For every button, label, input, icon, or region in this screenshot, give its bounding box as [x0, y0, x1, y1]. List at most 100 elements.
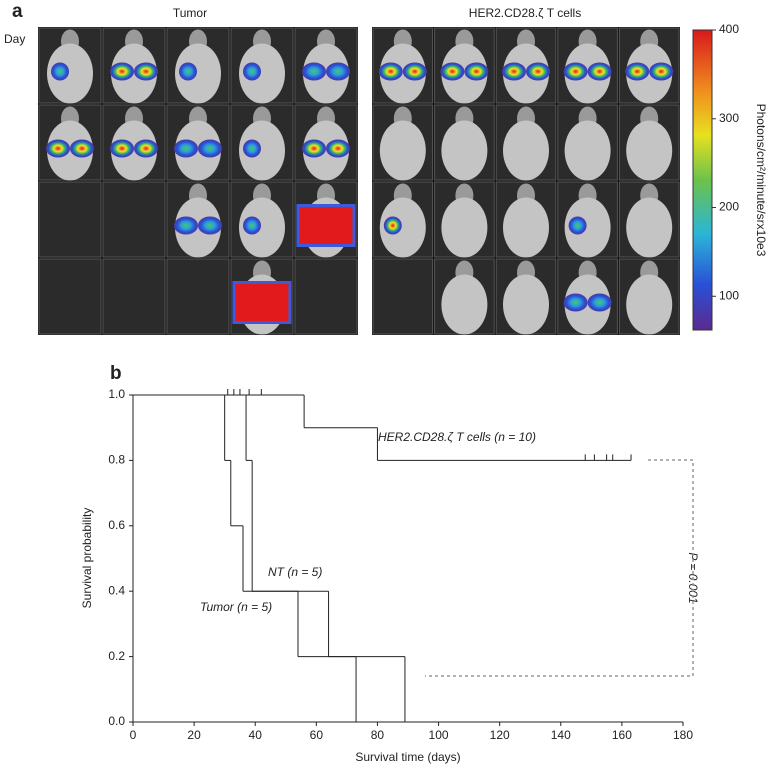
signal: [179, 62, 197, 81]
signal: [464, 62, 489, 81]
column-title: Tumor: [173, 6, 207, 20]
mouse-body: [441, 43, 488, 104]
x-tick-label: 40: [249, 728, 263, 742]
mouse-body: [239, 43, 285, 104]
colorbar-tick-label: 400: [719, 22, 739, 36]
mouse-body: [441, 120, 488, 181]
signal: [302, 139, 326, 158]
mouse-body: [47, 120, 93, 181]
mouse-body: [379, 120, 426, 181]
mouse-body: [626, 43, 673, 104]
colorbar-tick-label: 200: [719, 200, 739, 214]
mouse-body: [239, 197, 285, 258]
mouse-body: [441, 197, 488, 258]
signal: [326, 139, 350, 158]
signal: [568, 216, 587, 235]
day-header: Day: [4, 32, 25, 46]
mouse-body: [303, 43, 349, 104]
mouse-body: [626, 120, 673, 181]
signal: [440, 62, 465, 81]
panel-label: b: [110, 363, 122, 384]
colorbar-label: Photons/cm²/minute/srx10e3: [754, 104, 768, 257]
x-tick-label: 60: [310, 728, 324, 742]
mouse-body: [564, 120, 611, 181]
y-axis-title: Survival probability: [80, 508, 94, 609]
image-cell: [372, 258, 434, 335]
panel-label: a: [12, 1, 23, 22]
series-label: HER2.CD28.ζ T cells (n = 10): [378, 430, 536, 444]
y-tick-label: 1.0: [108, 387, 125, 401]
colorbar-tick-label: 100: [719, 288, 739, 302]
x-axis-title: Survival time (days): [355, 750, 460, 764]
signal: [563, 293, 588, 312]
signal: [51, 62, 69, 81]
signal: [243, 62, 261, 81]
mouse-body: [379, 197, 426, 258]
signal: [526, 62, 550, 81]
signal: [326, 62, 350, 81]
signal: [296, 204, 356, 247]
signal: [302, 62, 326, 81]
mouse-body: [564, 274, 611, 335]
signal: [134, 139, 158, 158]
signal: [563, 62, 588, 81]
signal: [198, 139, 222, 158]
image-cell: [38, 258, 102, 335]
signal: [232, 281, 292, 324]
mouse-body: [503, 197, 549, 258]
p-bracket: [425, 459, 694, 677]
mouse-body: [503, 43, 549, 104]
x-tick-label: 80: [371, 728, 385, 742]
signal: [649, 62, 674, 81]
signal: [110, 62, 134, 81]
signal: [383, 216, 402, 235]
mouse-body: [626, 274, 673, 335]
y-tick-label: 0.2: [108, 649, 125, 663]
signal: [134, 62, 158, 81]
signal: [70, 139, 94, 158]
mouse-body: [239, 120, 285, 181]
signal: [243, 139, 261, 158]
mouse-body: [111, 120, 157, 181]
mouse-body: [503, 120, 549, 181]
x-tick-label: 180: [673, 728, 693, 742]
colorbar: [692, 29, 713, 331]
y-tick-label: 0.8: [108, 453, 125, 467]
series-label: Tumor (n = 5): [200, 600, 272, 614]
x-tick-label: 20: [187, 728, 201, 742]
image-cell: [102, 181, 166, 258]
mouse-body: [564, 43, 611, 104]
signal: [198, 216, 222, 235]
image-cell: [102, 258, 166, 335]
mouse-body: [175, 43, 221, 104]
mouse-body: [175, 197, 221, 258]
x-tick-label: 140: [551, 728, 571, 742]
mouse-body: [111, 43, 157, 104]
image-cell: [294, 258, 358, 335]
y-tick-label: 0.0: [108, 714, 125, 728]
mouse-body: [441, 274, 488, 335]
signal: [625, 62, 650, 81]
mouse-body: [303, 120, 349, 181]
mouse-body: [564, 197, 611, 258]
signal: [174, 139, 198, 158]
column-title: HER2.CD28.ζ T cells: [469, 6, 581, 20]
mouse-body: [175, 120, 221, 181]
imaging-grid: [38, 27, 680, 335]
series-label: NT (n = 5): [268, 565, 322, 579]
signal: [402, 62, 427, 81]
signal: [502, 62, 526, 81]
y-tick-label: 0.4: [108, 583, 125, 597]
signal: [587, 62, 612, 81]
signal: [174, 216, 198, 235]
mouse-body: [47, 43, 93, 104]
signal: [243, 216, 261, 235]
mouse-body: [503, 274, 549, 335]
signal: [587, 293, 612, 312]
mouse-body: [626, 197, 673, 258]
signal: [110, 139, 134, 158]
image-cell: [166, 258, 230, 335]
x-tick-label: 0: [130, 728, 137, 742]
y-tick-label: 0.6: [108, 518, 125, 532]
